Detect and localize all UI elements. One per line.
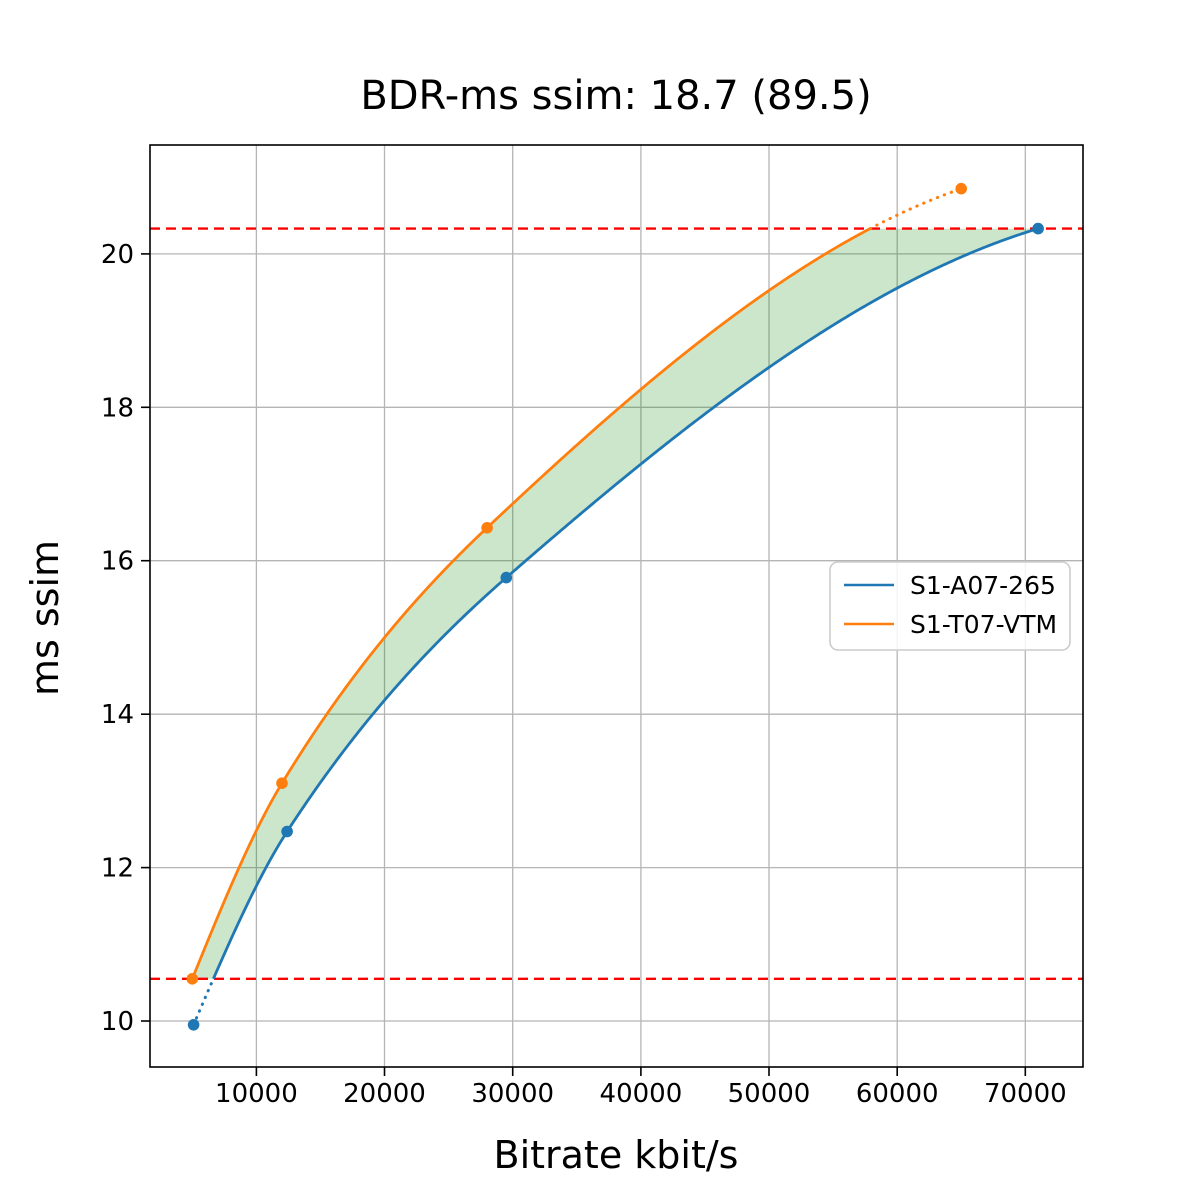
x-tick-label: 40000: [600, 1079, 683, 1109]
data-point-marker: [276, 777, 288, 789]
reference-lines: [150, 227, 1083, 980]
y-tick-label: 14: [101, 700, 134, 730]
axes-frame: [149, 144, 1084, 1068]
chart-title: BDR-ms ssim: 18.7 (89.5): [360, 73, 871, 119]
y-tick-label: 16: [101, 547, 134, 577]
data-point-marker: [1032, 222, 1044, 235]
x-tick-label: 60000: [856, 1079, 939, 1109]
series-curves: [190, 187, 1039, 1027]
data-point-marker: [500, 571, 513, 584]
x-tick-label: 30000: [471, 1079, 554, 1109]
legend-label-series-1: S1-T07-VTM: [910, 610, 1057, 639]
curve-solid-segment: [212, 227, 1039, 980]
x-tick-label: 50000: [728, 1079, 811, 1109]
data-point-marker: [955, 182, 967, 195]
data-point-marker: [186, 973, 199, 985]
x-tick-label: 10000: [215, 1079, 298, 1109]
y-tick-label: 20: [101, 240, 134, 270]
y-tick-label: 12: [101, 854, 134, 884]
x-tick-label: 20000: [343, 1079, 426, 1109]
legend-label-series-0: S1-A07-265: [910, 571, 1056, 600]
curve-solid-segment: [190, 227, 871, 980]
curve-dotted-segment: [192, 977, 215, 1027]
axis-ticks: 10000 20000 30000 40000 50000 60000 70000 10 12 1…: [101, 240, 1067, 1109]
y-tick-label: 10: [101, 1007, 134, 1037]
data-point-marker: [187, 1019, 200, 1031]
series-markers: [186, 182, 1044, 1031]
data-point-marker: [481, 522, 493, 534]
x-tick-label: 70000: [984, 1079, 1067, 1109]
data-point-marker: [281, 825, 293, 838]
y-axis-label: ms ssim: [23, 540, 67, 696]
curve-dotted-segment: [868, 187, 963, 231]
legend: S1-A07-265 S1-T07-VTM: [829, 561, 1071, 651]
y-tick-label: 18: [101, 393, 134, 423]
x-axis-label: Bitrate kbit/s: [494, 1133, 739, 1177]
